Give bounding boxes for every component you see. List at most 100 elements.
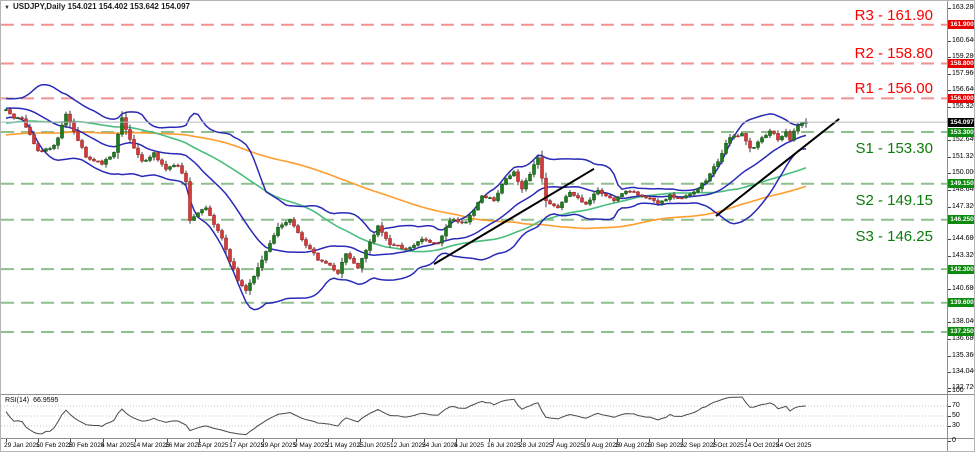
resistance-label-r2: R2 - 158.80 bbox=[854, 45, 933, 62]
price-axis-label: 150.000 bbox=[952, 169, 975, 177]
date-label: 22 Sep 2025 bbox=[680, 442, 717, 449]
date-label: 24 Jun 2025 bbox=[422, 442, 458, 449]
price-axis-tick bbox=[948, 207, 951, 208]
price-badge-149.150: 149.150 bbox=[948, 179, 974, 188]
date-label: 16 Jul 2025 bbox=[487, 442, 521, 449]
price-axis-tick bbox=[948, 339, 951, 340]
date-tick bbox=[456, 439, 457, 442]
date-tick bbox=[649, 439, 650, 442]
rsi-scale-tick bbox=[948, 406, 951, 407]
date-tick bbox=[199, 439, 200, 442]
price-axis-tick bbox=[948, 173, 951, 174]
date-label: 29 Aug 2025 bbox=[615, 442, 652, 449]
date-tick bbox=[167, 439, 168, 442]
resistance-label-r3: R3 - 161.90 bbox=[854, 7, 933, 24]
price-axis-tick bbox=[948, 388, 951, 389]
price-axis-tick bbox=[948, 41, 951, 42]
price-axis-label: 151.320 bbox=[952, 152, 975, 160]
date-tick bbox=[6, 439, 7, 442]
date-tick bbox=[778, 439, 779, 442]
date-tick bbox=[585, 439, 586, 442]
date-label: 28 Jul 2025 bbox=[519, 442, 553, 449]
rsi-scale-tick bbox=[948, 391, 951, 392]
price-badge-142.300: 142.300 bbox=[948, 265, 974, 274]
date-label: 19 Aug 2025 bbox=[583, 442, 620, 449]
price-badge-137.250: 137.250 bbox=[948, 327, 974, 336]
ma-fast-line bbox=[5, 120, 807, 253]
price-axis-tick bbox=[948, 256, 951, 257]
date-label: 4 Jul 2025 bbox=[454, 442, 484, 449]
date-label: 7 Apr 2025 bbox=[197, 442, 229, 449]
date-tick bbox=[392, 439, 393, 442]
date-tick bbox=[328, 439, 329, 442]
price-axis-tick bbox=[948, 372, 951, 373]
rsi-levels-layer bbox=[1, 405, 947, 427]
date-tick bbox=[263, 439, 264, 442]
price-axis-label: 138.040 bbox=[952, 318, 975, 326]
price-axis-label: 144.680 bbox=[952, 235, 975, 243]
price-axis-tick bbox=[948, 190, 951, 191]
price-axis-label: 132.720 bbox=[952, 384, 975, 392]
main-chart-canvas[interactable] bbox=[1, 1, 947, 394]
date-label: 20 Feb 2025 bbox=[68, 442, 105, 449]
panel-separator[interactable] bbox=[1, 394, 974, 395]
date-label: 17 Apr 2025 bbox=[229, 442, 265, 449]
trendlines-layer bbox=[433, 118, 840, 265]
rsi-name: RSI(14) bbox=[5, 397, 30, 404]
date-tick bbox=[746, 439, 747, 442]
date-tick bbox=[135, 439, 136, 442]
price-axis-tick bbox=[948, 356, 951, 357]
date-tick bbox=[231, 439, 232, 442]
date-tick bbox=[296, 439, 297, 442]
price-axis-border bbox=[947, 1, 948, 451]
date-tick bbox=[489, 439, 490, 442]
rsi-scale-label: 0 bbox=[952, 437, 956, 444]
date-label: 10 Sep 2025 bbox=[647, 442, 684, 449]
date-label: 7 Aug 2025 bbox=[551, 442, 584, 449]
price-axis-label: 147.320 bbox=[952, 202, 975, 210]
rsi-panel-canvas[interactable] bbox=[1, 395, 947, 438]
price-axis-label: 134.040 bbox=[952, 367, 975, 375]
price-axis-tick bbox=[948, 57, 951, 58]
symbol-title: ▼ USDJPY,Daily 154.021 154.402 153.642 15… bbox=[4, 2, 190, 11]
window-marker-icon: ▼ bbox=[4, 5, 10, 11]
rsi-scale-tick bbox=[948, 441, 951, 442]
price-badge-161.900: 161.900 bbox=[948, 20, 974, 29]
date-tick bbox=[70, 439, 71, 442]
rsi-line bbox=[5, 396, 807, 436]
price-axis-label: 163.280 bbox=[952, 3, 975, 11]
date-tick bbox=[682, 439, 683, 442]
date-label: 2 Jun 2025 bbox=[358, 442, 391, 449]
price-axis-tick bbox=[948, 322, 951, 323]
price-badge-146.250: 146.250 bbox=[948, 215, 974, 224]
level-lines-layer bbox=[1, 23, 947, 333]
date-label: 29 Jan 2025 bbox=[4, 442, 40, 449]
price-axis-tick bbox=[948, 107, 951, 108]
rsi-scale-label: 50 bbox=[952, 412, 960, 419]
date-tick bbox=[521, 439, 522, 442]
rsi-scale-label: 70 bbox=[952, 402, 960, 409]
price-badge-158.800: 158.800 bbox=[948, 59, 974, 68]
rsi-scale-label: 30 bbox=[952, 422, 960, 429]
price-axis-tick bbox=[948, 8, 951, 9]
price-axis-tick bbox=[948, 289, 951, 290]
candles-layer bbox=[4, 107, 808, 295]
rsi-indicator-label: RSI(14) 66.9595 bbox=[5, 397, 62, 404]
price-axis-label: 135.360 bbox=[952, 351, 975, 359]
date-label: 14 Mar 2025 bbox=[133, 442, 170, 449]
date-label: 26 Mar 2025 bbox=[165, 442, 202, 449]
support-label-s2: S2 - 149.15 bbox=[855, 192, 933, 209]
ma-slow-line bbox=[5, 131, 807, 230]
symbol-title-text: USDJPY,Daily 154.021 154.402 153.642 154… bbox=[12, 2, 190, 11]
date-label: 29 Apr 2025 bbox=[261, 442, 297, 449]
price-axis-label: 159.280 bbox=[952, 53, 975, 61]
price-axis-tick bbox=[948, 140, 951, 141]
rsi-value: 66.9595 bbox=[33, 397, 59, 404]
price-axis-tick bbox=[948, 157, 951, 158]
price-axis-label: 140.680 bbox=[952, 285, 975, 293]
date-tick bbox=[617, 439, 618, 442]
date-label: 24 Oct 2025 bbox=[776, 442, 812, 449]
rsi-scale-tick bbox=[948, 416, 951, 417]
price-axis-label: 143.320 bbox=[952, 252, 975, 260]
